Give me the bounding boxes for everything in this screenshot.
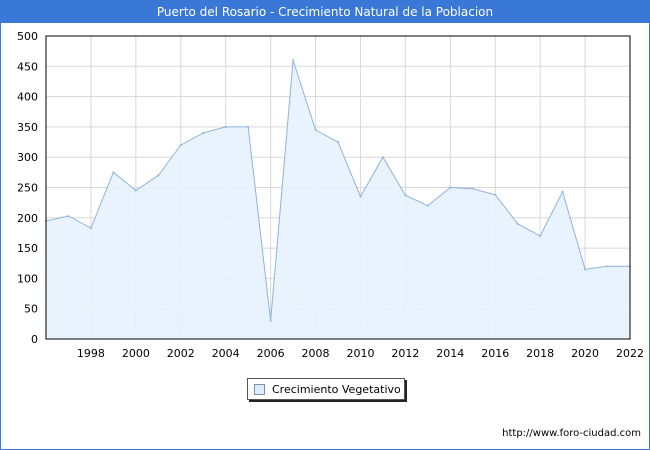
- y-tick-label: 400: [17, 91, 38, 104]
- data-point: [269, 319, 272, 323]
- y-tick-label: 250: [17, 182, 38, 195]
- data-point: [449, 186, 452, 189]
- y-tick-label: 50: [24, 303, 38, 316]
- y-tick-label: 200: [17, 212, 38, 225]
- data-point: [224, 125, 227, 129]
- x-tick-label: 2012: [391, 347, 419, 360]
- data-point: [291, 59, 295, 62]
- x-tick-label: 2006: [257, 347, 285, 360]
- y-tick-label: 500: [17, 30, 38, 43]
- y-tick-label: 450: [17, 60, 38, 73]
- y-tick-label: 100: [17, 272, 38, 285]
- y-tick-label: 150: [17, 242, 38, 255]
- data-point: [404, 194, 407, 197]
- data-point: [67, 214, 70, 218]
- data-point: [246, 125, 250, 129]
- y-tick-label: 300: [17, 151, 38, 164]
- x-tick-label: 2000: [122, 347, 150, 360]
- x-tick-label: 2018: [526, 347, 554, 360]
- data-point: [336, 140, 340, 144]
- x-tick-label: 2004: [212, 347, 240, 360]
- data-point: [89, 226, 93, 230]
- x-tick-label: 2016: [481, 347, 509, 360]
- data-point: [157, 174, 160, 177]
- legend-label: Crecimiento Vegetativo: [272, 382, 401, 396]
- x-tick-label: 2022: [616, 347, 644, 360]
- data-point: [202, 131, 205, 135]
- data-point: [471, 187, 474, 190]
- data-point: [112, 171, 115, 174]
- data-point: [359, 195, 362, 198]
- x-tick-label: 2010: [346, 347, 374, 360]
- series-area: [46, 60, 630, 340]
- legend-swatch: [254, 383, 265, 395]
- x-tick-label: 1998: [77, 347, 105, 360]
- plot-border: [45, 35, 631, 340]
- y-tick-label: 350: [17, 121, 38, 134]
- x-tick-label: 2008: [302, 347, 330, 360]
- data-point: [134, 189, 138, 192]
- chart-title: Puerto del Rosario - Crecimiento Natural…: [1, 1, 649, 23]
- data-point: [561, 190, 564, 193]
- data-point: [606, 265, 609, 268]
- data-point: [538, 234, 542, 238]
- data-point: [179, 143, 182, 147]
- data-point: [516, 222, 519, 226]
- x-tick-label: 2014: [436, 347, 464, 360]
- chart-legend: Crecimiento Vegetativo: [247, 378, 405, 400]
- x-tick-label: 2002: [167, 347, 195, 360]
- data-point: [314, 128, 317, 132]
- data-point: [494, 193, 497, 196]
- data-point: [381, 156, 385, 159]
- y-tick-label: 0: [31, 333, 38, 346]
- source-url: http://www.foro-ciudad.com: [502, 428, 641, 439]
- x-tick-label: 2020: [571, 347, 599, 360]
- data-point: [426, 204, 430, 207]
- data-point: [583, 268, 587, 271]
